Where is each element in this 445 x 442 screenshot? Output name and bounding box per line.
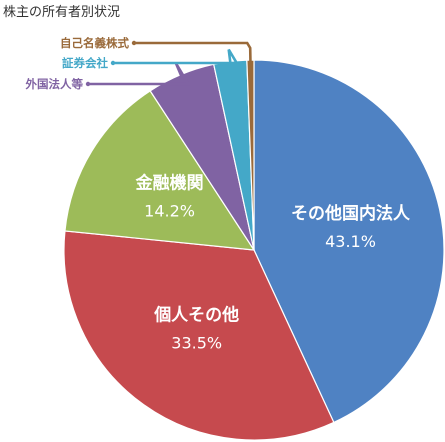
- leader-marker: [131, 40, 137, 46]
- leader-marker: [110, 60, 116, 66]
- slice-name-label: 証券会社: [62, 56, 108, 70]
- leader-marker: [85, 81, 91, 87]
- slice-name-label: 自己名義株式: [60, 36, 129, 50]
- pie-slice: [64, 90, 256, 251]
- leader-line: [113, 48, 239, 66]
- leader-line: [134, 41, 252, 65]
- slice-value-label: 33.5%: [171, 334, 222, 353]
- pie-slice: [63, 230, 335, 441]
- slice-name-label: 外国法人等: [25, 77, 84, 91]
- slice-value-label: 43.1%: [325, 232, 376, 251]
- slice-name-label: 金融機関: [135, 173, 204, 194]
- slice-labels: その他国内法人 43.1% 個人その他 33.5% 金融機関 14.2% 外国法人等 証券会社…: [25, 36, 411, 353]
- slice-name-label: 個人その他: [153, 305, 239, 326]
- slice-value-label: 14.2%: [144, 202, 195, 221]
- chart-title: 株主の所有者別状況: [3, 5, 121, 20]
- leader-line: [88, 62, 191, 86]
- pie-slice: [253, 59, 445, 424]
- slices: [63, 59, 445, 441]
- slice-name-label: その他国内法人: [291, 203, 411, 224]
